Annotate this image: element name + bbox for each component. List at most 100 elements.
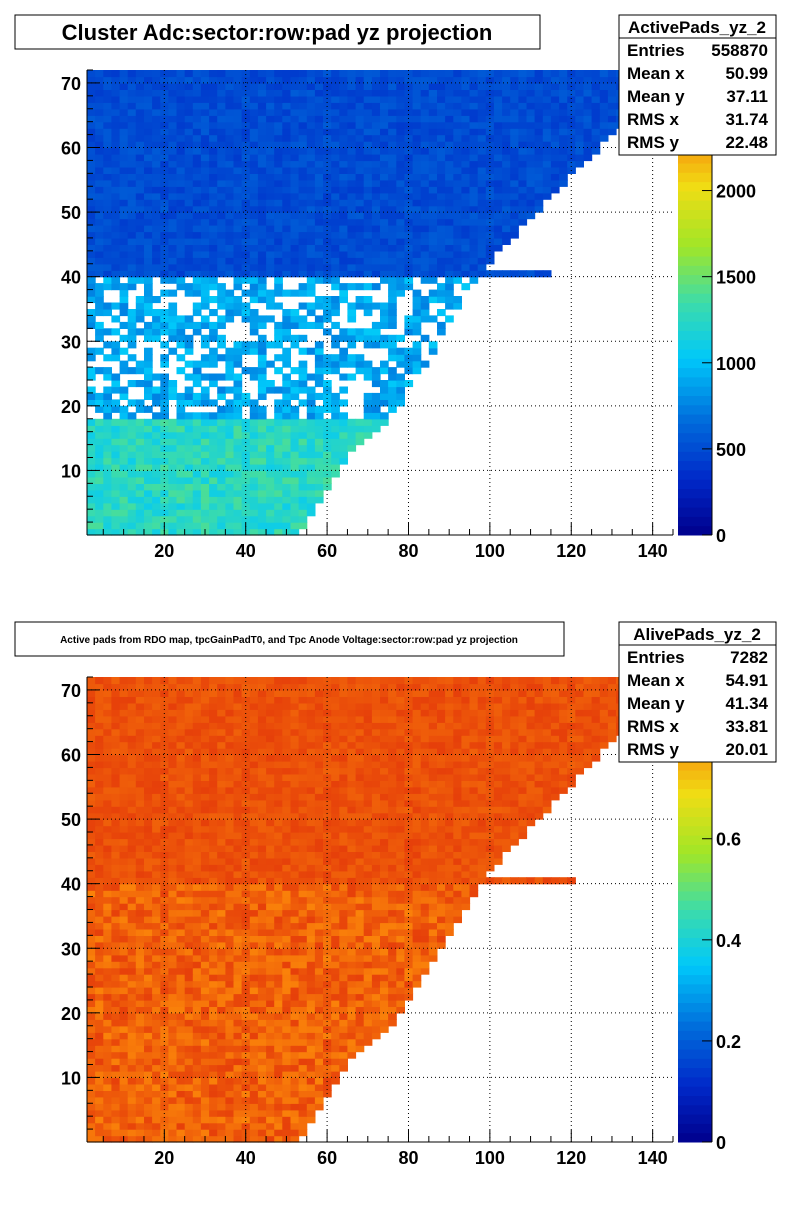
heatmap-cell (144, 89, 153, 96)
heatmap-cell (217, 128, 226, 135)
heatmap-cell (152, 148, 161, 155)
heatmap-cell (201, 193, 210, 200)
heatmap-cell (217, 994, 226, 1001)
heatmap-cell (364, 367, 373, 374)
heatmap-cell (299, 1058, 308, 1065)
heatmap-cell (111, 374, 120, 381)
heatmap-cell (437, 141, 446, 148)
heatmap-cell (177, 115, 186, 122)
heatmap-cell (510, 83, 519, 90)
heatmap-cell (225, 141, 234, 148)
heatmap-cell (356, 199, 365, 206)
heatmap-cell (193, 380, 202, 387)
heatmap-cell (551, 102, 560, 109)
heatmap-cell (136, 367, 145, 374)
heatmap-cell (299, 315, 308, 322)
heatmap-cell (258, 490, 267, 497)
heatmap-cell (258, 1065, 267, 1072)
heatmap-cell (494, 160, 503, 167)
heatmap-cell (372, 922, 381, 929)
heatmap-cell (95, 102, 104, 109)
heatmap-cell (266, 173, 275, 180)
heatmap-cell (258, 380, 267, 387)
heatmap-cell (103, 961, 112, 968)
heatmap-cell (413, 135, 422, 142)
heatmap-cell (282, 115, 291, 122)
heatmap-cell (128, 309, 137, 316)
heatmap-cell (291, 470, 300, 477)
heatmap-cell (95, 1013, 104, 1020)
heatmap-cell (234, 445, 243, 452)
heatmap-cell (152, 1110, 161, 1117)
heatmap-cell (168, 348, 177, 355)
heatmap-cell (453, 167, 462, 174)
heatmap-cell (299, 864, 308, 871)
heatmap-cell (388, 303, 397, 310)
heatmap-cell (128, 199, 137, 206)
heatmap-cell (225, 251, 234, 258)
heatmap-cell (225, 89, 234, 96)
heatmap-cell (136, 1110, 145, 1117)
heatmap-cell (209, 1077, 218, 1084)
heatmap-cell (168, 438, 177, 445)
heatmap-cell (185, 1052, 194, 1059)
heatmap-cell (128, 419, 137, 426)
heatmap-cell (168, 309, 177, 316)
heatmap-cell (209, 348, 218, 355)
heatmap-cell (274, 929, 283, 936)
heatmap-cell (282, 425, 291, 432)
heatmap-cell (217, 135, 226, 142)
heatmap-cell (339, 955, 348, 962)
palette-band (678, 172, 712, 182)
heatmap-cell (274, 890, 283, 897)
heatmap-cell (128, 929, 137, 936)
heatmap-cell (282, 354, 291, 361)
heatmap-cell (307, 1019, 316, 1026)
heatmap-cell (87, 1103, 96, 1110)
heatmap-cell (307, 483, 316, 490)
heatmap-cell (274, 961, 283, 968)
heatmap-cell (103, 167, 112, 174)
heatmap-cell (388, 387, 397, 394)
heatmap-cell (364, 212, 373, 219)
heatmap-cell (282, 154, 291, 161)
palette-band (678, 516, 712, 526)
heatmap-cell (339, 219, 348, 226)
heatmap-cell (502, 70, 511, 77)
heatmap-cell (201, 458, 210, 465)
heatmap-cell (87, 974, 96, 981)
stats-value: 31.74 (725, 110, 768, 129)
heatmap-cell (209, 335, 218, 342)
heatmap-cell (144, 864, 153, 871)
heatmap-cell (380, 180, 389, 187)
heatmap-cell (177, 264, 186, 271)
heatmap-cell (128, 968, 137, 975)
heatmap-cell (413, 167, 422, 174)
heatmap-cell (136, 115, 145, 122)
heatmap-cell (339, 981, 348, 988)
heatmap-cell (372, 425, 381, 432)
heatmap-cell (225, 490, 234, 497)
heatmap-cell (478, 871, 487, 878)
heatmap-cell (445, 890, 454, 897)
heatmap-cell (185, 961, 194, 968)
heatmap-cell (421, 922, 430, 929)
heatmap-cell (380, 1019, 389, 1026)
heatmap-cell (307, 1045, 316, 1052)
palette-band (678, 191, 712, 201)
heatmap-cell (185, 1065, 194, 1072)
heatmap-cell (282, 1000, 291, 1007)
heatmap-cell (168, 83, 177, 90)
heatmap-cell (315, 199, 324, 206)
heatmap-cell (299, 257, 308, 264)
heatmap-cell (177, 438, 186, 445)
heatmap-cell (177, 232, 186, 239)
heatmap-cell (339, 916, 348, 923)
heatmap-cell (315, 1077, 324, 1084)
heatmap-cell (518, 180, 527, 187)
heatmap-cell (201, 445, 210, 452)
heatmap-cell (177, 1065, 186, 1072)
heatmap-cell (128, 864, 137, 871)
heatmap-cell (250, 290, 259, 297)
heatmap-cell (217, 70, 226, 77)
